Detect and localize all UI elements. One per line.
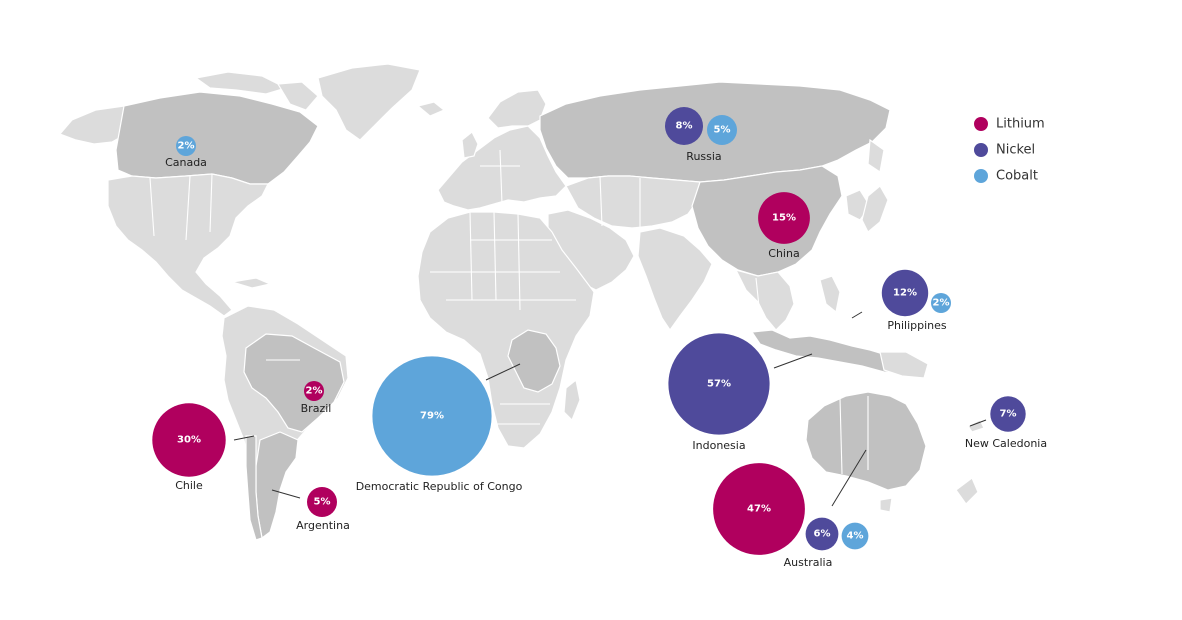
country-labels: Canada Russia China Philippines Indonesi… bbox=[165, 150, 1047, 569]
legend-item-cobalt: Cobalt bbox=[974, 169, 1038, 184]
bubble-brazil-lithium-circle bbox=[304, 381, 324, 401]
bubble-australia-nickel: 6% bbox=[805, 517, 839, 551]
kamchatka-shape bbox=[867, 138, 885, 174]
bubble-indonesia-nickel-circle bbox=[668, 333, 770, 435]
australia-shape bbox=[805, 391, 927, 491]
legend-dot-cobalt bbox=[974, 169, 988, 183]
new-guinea-shape bbox=[879, 351, 929, 379]
new-zealand-shape bbox=[955, 477, 979, 505]
bubble-china-lithium-circle bbox=[758, 192, 810, 244]
bubble-russia-cobalt-label: 5% bbox=[714, 125, 731, 136]
madagascar-shape bbox=[563, 378, 581, 422]
label-argentina: Argentina bbox=[296, 519, 350, 532]
bubble-newcaledonia-nickel: 7% bbox=[990, 396, 1026, 432]
label-chile: Chile bbox=[175, 479, 203, 492]
bubble-drc-cobalt-circle bbox=[372, 356, 492, 476]
legend-label-cobalt: Cobalt bbox=[996, 169, 1038, 184]
chile-shape bbox=[245, 435, 263, 541]
label-australia: Australia bbox=[784, 556, 833, 569]
bubble-philippines-nickel-label: 12% bbox=[893, 288, 917, 299]
bubble-philippines-nickel-circle bbox=[881, 269, 929, 317]
bubble-china-lithium: 15% bbox=[758, 192, 810, 244]
bubble-argentina-lithium: 5% bbox=[307, 487, 337, 517]
legend-dot-nickel bbox=[974, 143, 988, 157]
new-caledonia-shape bbox=[967, 419, 985, 433]
bubble-drc-cobalt: 79% bbox=[372, 356, 492, 476]
bubble-indonesia-nickel: 57% bbox=[668, 333, 770, 435]
label-drc: Democratic Republic of Congo bbox=[356, 480, 523, 493]
bubble-philippines-cobalt-circle bbox=[931, 293, 951, 313]
bubble-philippines-cobalt-label: 2% bbox=[933, 298, 950, 309]
bubble-russia-nickel-label: 8% bbox=[676, 121, 693, 132]
canada-shape bbox=[115, 91, 319, 185]
alaska-shape bbox=[58, 105, 127, 145]
bubble-canada-cobalt: 2% bbox=[176, 136, 196, 156]
bubble-australia-cobalt: 4% bbox=[841, 522, 869, 550]
legend-item-nickel: Nickel bbox=[974, 143, 1035, 158]
bubble-russia-cobalt-circle bbox=[707, 115, 737, 145]
bubble-layer: 2% 8% 5% 15% 12% 2% 57% 7% bbox=[152, 107, 1026, 555]
bubble-chile-lithium-label: 30% bbox=[177, 435, 201, 446]
legend: Lithium Nickel Cobalt bbox=[974, 117, 1045, 184]
bubble-brazil-lithium-label: 2% bbox=[306, 386, 323, 397]
label-indonesia: Indonesia bbox=[692, 439, 745, 452]
bubble-russia-cobalt: 5% bbox=[707, 115, 737, 145]
bubble-canada-cobalt-circle bbox=[176, 136, 196, 156]
bubble-chile-lithium: 30% bbox=[152, 403, 226, 477]
bubble-newcaledonia-nickel-label: 7% bbox=[1000, 409, 1017, 420]
label-brazil: Brazil bbox=[301, 402, 332, 415]
africa-shape bbox=[417, 211, 595, 449]
baffin-shape bbox=[276, 81, 319, 111]
philippines-shape bbox=[819, 275, 841, 314]
bubble-indonesia-nickel-label: 57% bbox=[707, 379, 731, 390]
bubble-canada-cobalt-label: 2% bbox=[178, 141, 195, 152]
north-america-south-shape bbox=[107, 173, 269, 317]
bubble-australia-nickel-circle bbox=[805, 517, 839, 551]
scandinavia-shape bbox=[487, 89, 547, 129]
bubble-drc-cobalt-label: 79% bbox=[420, 411, 444, 422]
bubble-australia-lithium: 47% bbox=[713, 463, 805, 555]
country-borders bbox=[149, 149, 869, 475]
uk-shape bbox=[461, 131, 479, 159]
legend-label-nickel: Nickel bbox=[996, 143, 1035, 158]
label-china: China bbox=[768, 247, 799, 260]
bubble-newcaledonia-nickel-circle bbox=[990, 396, 1026, 432]
brazil-shape bbox=[243, 333, 345, 433]
bubble-australia-cobalt-label: 4% bbox=[847, 531, 864, 542]
bubble-australia-nickel-label: 6% bbox=[814, 529, 831, 540]
arctic-islands-shape bbox=[194, 71, 288, 95]
landmasses bbox=[58, 63, 985, 542]
bubble-chile-lithium-circle bbox=[152, 403, 226, 477]
bubble-australia-lithium-label: 47% bbox=[747, 504, 771, 515]
iceland-shape bbox=[416, 101, 446, 117]
label-russia: Russia bbox=[686, 150, 721, 163]
label-new-caledonia: New Caledonia bbox=[965, 437, 1047, 450]
bubble-philippines-cobalt: 2% bbox=[931, 293, 951, 313]
bubble-australia-cobalt-circle bbox=[841, 522, 869, 550]
india-shape bbox=[637, 227, 713, 332]
label-philippines: Philippines bbox=[887, 319, 947, 332]
japan-shape bbox=[861, 185, 889, 233]
legend-label-lithium: Lithium bbox=[996, 117, 1045, 132]
bubble-argentina-lithium-label: 5% bbox=[314, 497, 331, 508]
greenland-shape bbox=[317, 63, 421, 141]
southeast-asia-shape bbox=[734, 269, 795, 331]
bubble-brazil-lithium: 2% bbox=[304, 381, 324, 401]
bubble-russia-nickel-circle bbox=[665, 107, 703, 145]
legend-dot-lithium bbox=[974, 117, 988, 131]
leader-lines bbox=[233, 311, 987, 507]
tasmania-shape bbox=[879, 497, 893, 513]
legend-item-lithium: Lithium bbox=[974, 117, 1045, 132]
bubble-china-lithium-label: 15% bbox=[772, 213, 796, 224]
caribbean-shape bbox=[231, 277, 272, 289]
bubble-australia-lithium-circle bbox=[713, 463, 805, 555]
bubble-argentina-lithium-circle bbox=[307, 487, 337, 517]
bubble-russia-nickel: 8% bbox=[665, 107, 703, 145]
label-canada: Canada bbox=[165, 156, 207, 169]
bubble-philippines-nickel: 12% bbox=[881, 269, 929, 317]
argentina-shape bbox=[255, 431, 299, 540]
